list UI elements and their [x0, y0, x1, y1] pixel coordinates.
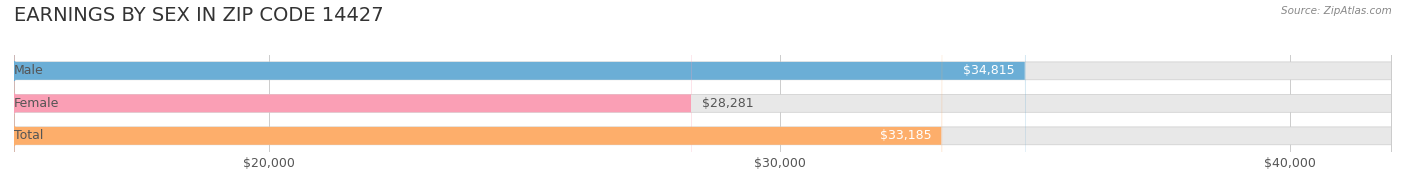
FancyBboxPatch shape	[14, 0, 1392, 195]
Text: $28,281: $28,281	[702, 97, 754, 110]
Text: $33,185: $33,185	[880, 129, 932, 142]
Text: Source: ZipAtlas.com: Source: ZipAtlas.com	[1281, 6, 1392, 16]
Text: Female: Female	[14, 97, 59, 110]
FancyBboxPatch shape	[14, 0, 1392, 195]
FancyBboxPatch shape	[14, 0, 1392, 195]
FancyBboxPatch shape	[14, 0, 692, 195]
Text: Male: Male	[14, 64, 44, 77]
Text: Total: Total	[14, 129, 44, 142]
FancyBboxPatch shape	[14, 0, 942, 195]
FancyBboxPatch shape	[14, 0, 1025, 195]
Text: $34,815: $34,815	[963, 64, 1015, 77]
Text: EARNINGS BY SEX IN ZIP CODE 14427: EARNINGS BY SEX IN ZIP CODE 14427	[14, 6, 384, 25]
